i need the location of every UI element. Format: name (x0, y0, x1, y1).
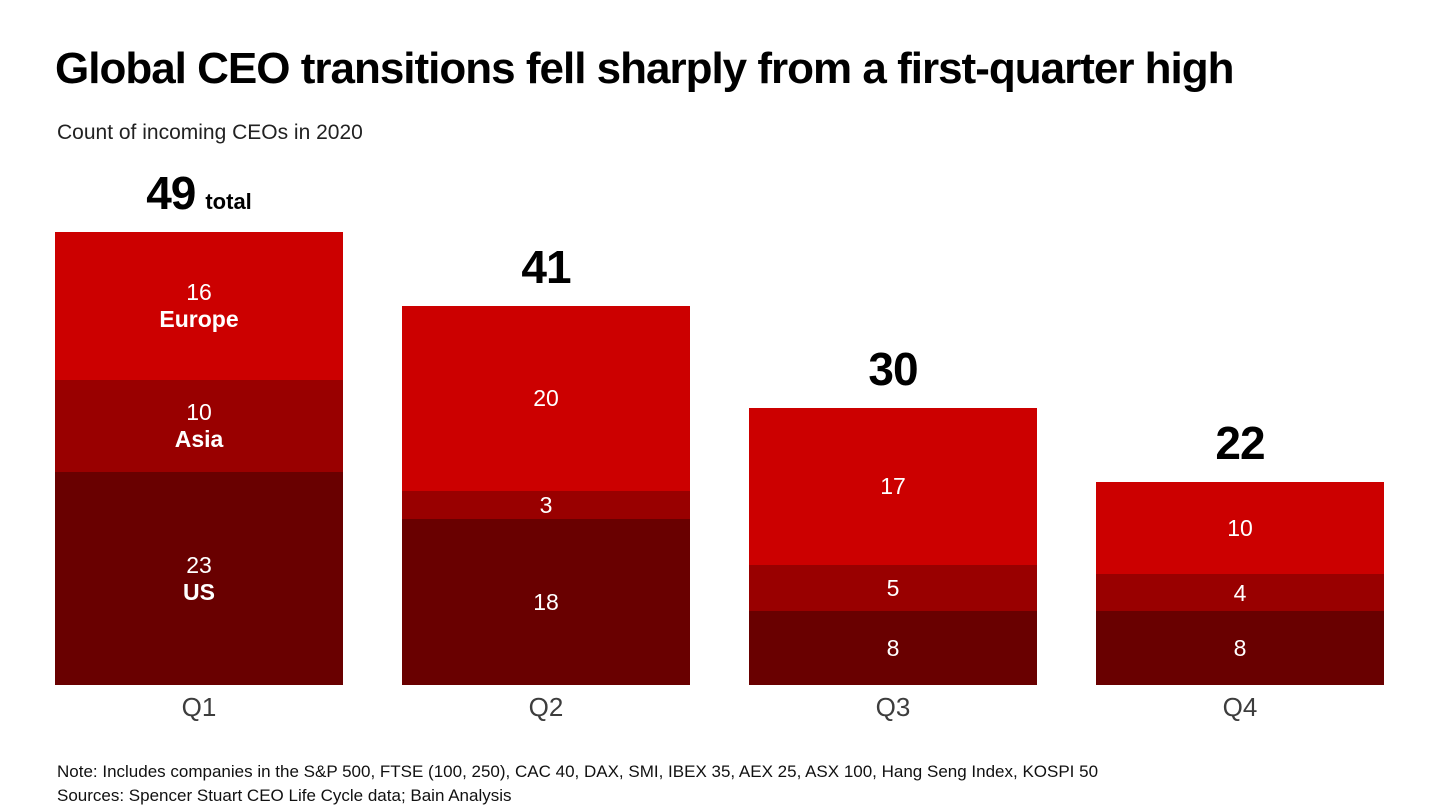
stacked-bar-q2: 20 3 18 (402, 305, 690, 685)
footnote: Note: Includes companies in the S&P 500,… (57, 762, 1099, 781)
segment-us-q4: 8 (1096, 611, 1384, 685)
segment-europe-q2: 20 (402, 305, 690, 491)
x-axis-label-q3: Q3 (875, 692, 911, 722)
segment-us-q1: 23 US (55, 472, 343, 685)
x-axis-label-q1: Q1 (181, 692, 217, 722)
segment-value: 5 (886, 574, 900, 601)
segment-value: 10 (1227, 514, 1253, 541)
total-value-q2: 41 (521, 240, 571, 293)
total-value-q1: 49 (146, 166, 196, 219)
segment-value: 8 (1233, 634, 1247, 661)
segment-value: 3 (539, 491, 553, 518)
stacked-bar-q4: 10 4 8 (1096, 481, 1384, 685)
x-axis-label-q2: Q2 (528, 692, 564, 722)
segment-value: 8 (886, 634, 900, 661)
segment-asia-q1: 10 Asia (55, 379, 343, 473)
segment-asia-q3: 5 (749, 564, 1037, 612)
segment-value: 4 (1233, 579, 1247, 606)
segment-us-q3: 8 (749, 611, 1037, 685)
segment-value: 17 (880, 473, 906, 500)
total-label-q1: 49 total (55, 168, 343, 230)
total-label-q3: 30 (749, 344, 1037, 406)
stacked-bar-q1: 16 Europe 10 Asia 23 US (55, 231, 343, 685)
chart-subtitle: Count of incoming CEOs in 2020 (57, 121, 363, 144)
total-label-q2: 41 (402, 242, 690, 304)
segment-region-label: US (183, 578, 215, 605)
chart-title: Global CEO transitions fell sharply from… (55, 44, 1235, 93)
total-value-q3: 30 (868, 342, 918, 395)
segment-region-label: Europe (159, 305, 239, 332)
stacked-bar-q3: 17 5 8 (749, 407, 1037, 685)
chart-footer: Note: Includes companies in the S&P 500,… (57, 760, 1098, 808)
segment-value: 18 (533, 588, 559, 615)
segment-value: 16 (186, 278, 212, 305)
segment-value: 20 (533, 385, 559, 412)
sources: Sources: Spencer Stuart CEO Life Cycle d… (57, 786, 512, 805)
segment-us-q2: 18 (402, 518, 690, 685)
x-axis-label-q4: Q4 (1222, 692, 1258, 722)
segment-asia-q4: 4 (1096, 574, 1384, 612)
segment-asia-q2: 3 (402, 490, 690, 519)
segment-europe-q4: 10 (1096, 481, 1384, 575)
segment-europe-q3: 17 (749, 407, 1037, 565)
total-label-q4: 22 (1096, 418, 1384, 480)
segment-value: 23 (186, 551, 212, 578)
segment-europe-q1: 16 Europe (55, 231, 343, 380)
segment-value: 10 (186, 399, 212, 426)
total-suffix-label: total (205, 188, 252, 214)
segment-region-label: Asia (174, 426, 224, 453)
total-value-q4: 22 (1215, 416, 1265, 469)
